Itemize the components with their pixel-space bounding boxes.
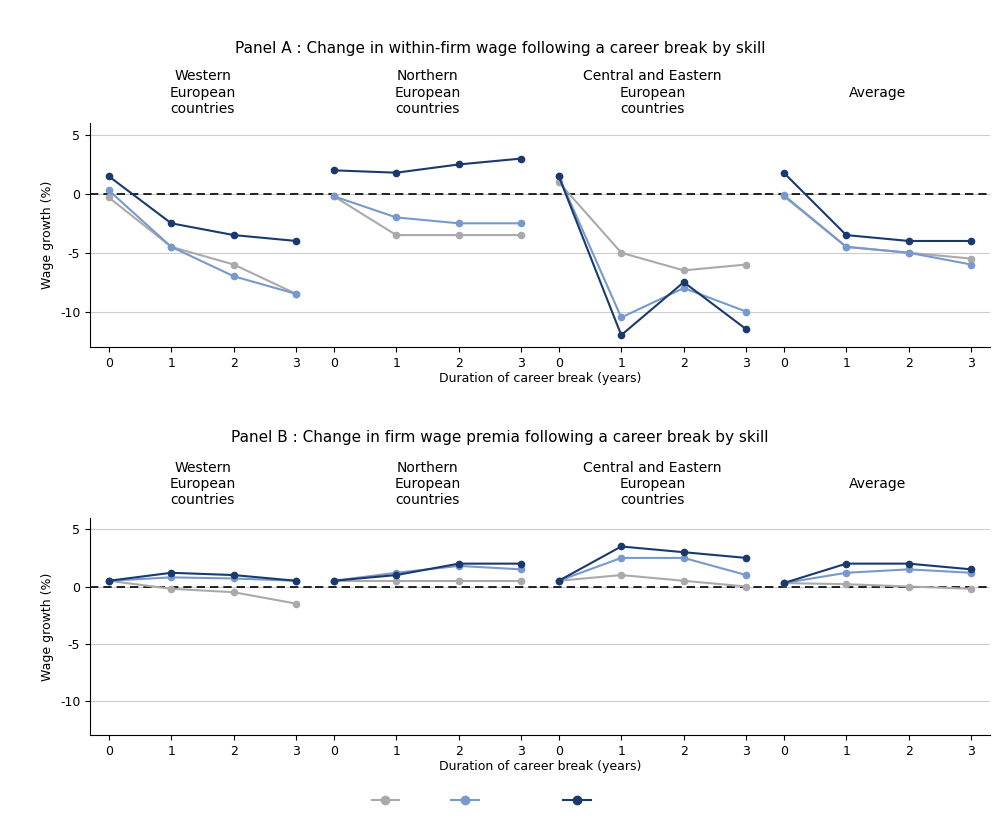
Text: Central and Eastern
European
countries: Central and Eastern European countries xyxy=(583,69,722,116)
Text: Duration of career break (years): Duration of career break (years) xyxy=(439,760,641,773)
Text: Northern
European
countries: Northern European countries xyxy=(394,461,461,507)
Text: Panel A : Change in within-firm wage following a career break by skill: Panel A : Change in within-firm wage fol… xyxy=(235,41,765,56)
Text: Duration of career break (years): Duration of career break (years) xyxy=(439,372,641,385)
Text: Western
European
countries: Western European countries xyxy=(169,69,236,116)
Text: Western
European
countries: Western European countries xyxy=(169,461,236,507)
Text: Central and Eastern
European
countries: Central and Eastern European countries xyxy=(583,461,722,507)
Text: Average: Average xyxy=(849,477,906,491)
Text: Average: Average xyxy=(849,86,906,100)
Y-axis label: Wage growth (%): Wage growth (%) xyxy=(41,181,54,289)
Legend: low, medium, high: low, medium, high xyxy=(366,789,634,814)
Text: Panel B : Change in firm wage premia following a career break by skill: Panel B : Change in firm wage premia fol… xyxy=(231,430,769,444)
Text: Northern
European
countries: Northern European countries xyxy=(394,69,461,116)
Y-axis label: Wage growth (%): Wage growth (%) xyxy=(41,572,54,681)
